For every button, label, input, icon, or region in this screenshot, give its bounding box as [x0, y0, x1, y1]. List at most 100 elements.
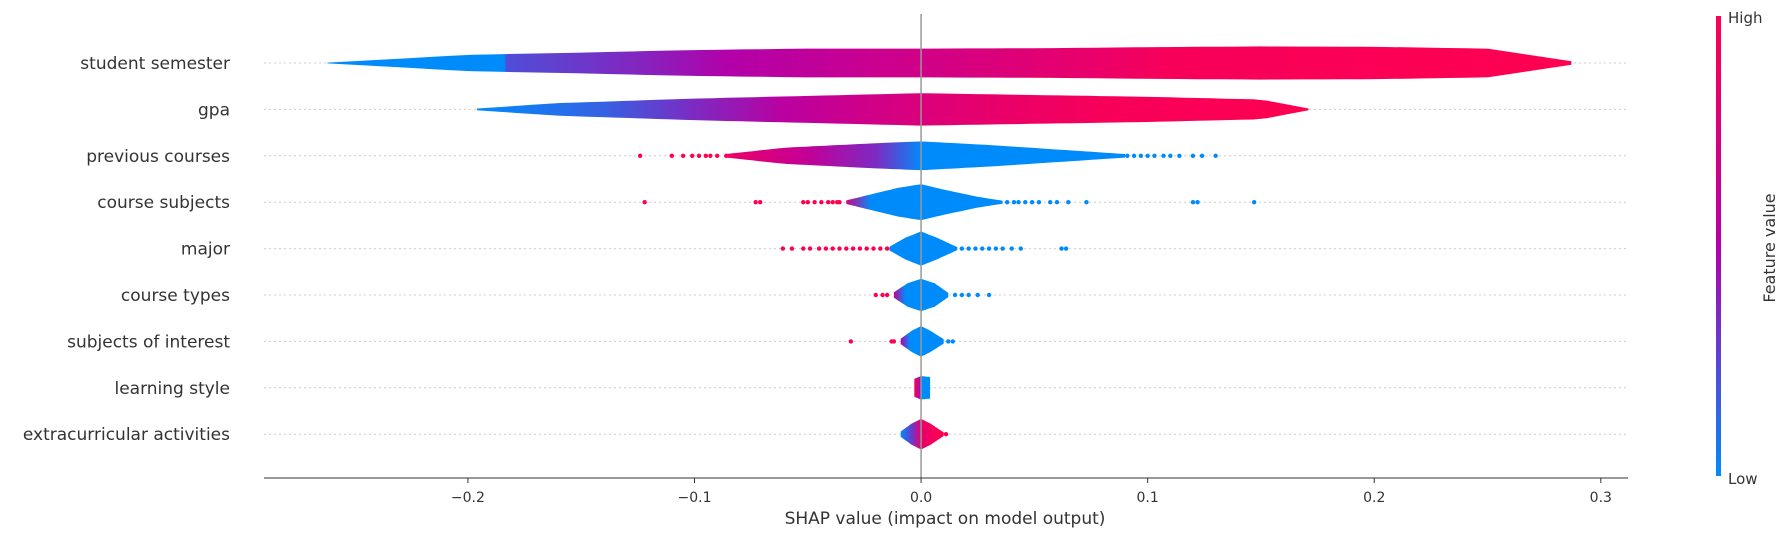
outlier-dot	[966, 292, 971, 298]
outlier-dot	[1054, 200, 1060, 205]
outlier-dot	[986, 246, 992, 251]
colorbar-low-label: Low	[1728, 470, 1758, 488]
outlier-dot	[993, 246, 999, 251]
outlier-dot	[680, 153, 686, 158]
violin-series	[327, 46, 1572, 450]
outlier-dot	[714, 153, 720, 158]
outlier-dot	[801, 246, 806, 251]
outlier-dot	[973, 246, 978, 251]
outlier-dot	[690, 153, 695, 158]
outlier-dot	[819, 200, 824, 205]
x-tick-label: 0.1	[1137, 490, 1159, 506]
outlier-dot	[884, 292, 890, 298]
x-tick-label: −0.1	[677, 490, 711, 506]
outlier-dot	[850, 246, 856, 251]
x-tick-label: 0.3	[1590, 490, 1612, 506]
outlier-dot	[891, 339, 897, 344]
feature-labels: student semester gpa previous courses cours…	[23, 54, 230, 445]
colorbar-title: Feature value	[1760, 193, 1779, 302]
outlier-dot	[823, 246, 829, 251]
x-ticks: −0.2 −0.1 0.0 0.1 0.2 0.3	[451, 478, 1612, 506]
outlier-dot	[986, 292, 992, 298]
outlier-dot	[816, 246, 822, 251]
outlier-dot	[830, 200, 835, 205]
colorbar: High Low Feature value	[1716, 9, 1779, 488]
outlier-dot	[703, 153, 709, 158]
outlier-dot	[669, 153, 675, 158]
outlier-dot	[878, 246, 883, 251]
outlier-dot	[1145, 153, 1150, 158]
outlier-dot	[959, 292, 965, 298]
feature-label: gpa	[198, 100, 230, 120]
outlier-dot	[1199, 153, 1205, 158]
outlier-dot	[959, 246, 965, 251]
outlier-dot	[1004, 200, 1010, 205]
outlier-dot	[1195, 200, 1200, 205]
feature-label: subjects of interest	[67, 332, 230, 352]
violin-previous-courses	[726, 141, 1125, 171]
outlier-dot	[873, 292, 878, 298]
outlier-dot	[848, 339, 854, 344]
outlier-dot	[837, 246, 842, 251]
outlier-dot	[1048, 200, 1053, 205]
violin-course-subjects	[846, 184, 1003, 220]
outlier-dot	[966, 246, 971, 251]
outlier-dot	[637, 153, 643, 158]
outlier-dot	[825, 200, 831, 205]
outlier-dot	[1251, 200, 1257, 205]
outlier-dot	[1177, 153, 1182, 158]
outlier-dot	[724, 153, 729, 158]
outlier-dot	[1161, 153, 1166, 158]
violin-gpa	[477, 93, 1309, 126]
outlier-dot	[1023, 200, 1028, 205]
violin-learning-style	[914, 376, 931, 400]
x-axis-label: SHAP value (impact on model output)	[785, 509, 1106, 529]
outlier-dot	[642, 200, 647, 205]
feature-label: student semester	[80, 54, 230, 74]
outlier-dot	[864, 246, 869, 251]
outlier-dot	[1059, 246, 1064, 251]
outlier-dot	[884, 246, 890, 251]
outlier-dot	[837, 200, 842, 205]
outlier-dot	[950, 339, 955, 344]
outlier-dot	[801, 200, 806, 205]
outlier-dot	[758, 200, 763, 205]
feature-label: major	[181, 240, 230, 260]
outlier-dot	[1125, 153, 1130, 158]
outlier-dot	[1000, 246, 1005, 251]
outlier-dot	[1084, 200, 1089, 205]
outlier-dot	[805, 200, 810, 205]
outlier-dot	[1131, 153, 1137, 158]
outlier-dot	[871, 246, 876, 251]
feature-label: course subjects	[97, 193, 230, 213]
outlier-dot	[952, 292, 958, 298]
outlier-dot	[812, 200, 817, 205]
outlier-dot	[1213, 153, 1218, 158]
feature-label: previous courses	[86, 147, 230, 167]
outlier-dot	[943, 432, 949, 437]
outlier-dot	[1063, 246, 1069, 251]
outlier-dot	[753, 200, 758, 205]
outlier-dot	[807, 246, 813, 251]
feature-label: learning style	[114, 379, 230, 399]
outlier-dot	[975, 292, 980, 298]
violin-student-semester	[327, 46, 1572, 80]
outlier-dot	[880, 292, 885, 298]
outlier-dot	[708, 153, 713, 158]
outlier-dot	[857, 246, 863, 251]
outlier-dot	[780, 246, 786, 251]
outlier-dot	[696, 153, 702, 158]
outlier-dot	[1036, 200, 1042, 205]
outlier-dot	[946, 339, 951, 344]
outlier-dot	[844, 246, 849, 251]
outlier-dots	[637, 153, 1257, 437]
x-tick-label: −0.2	[451, 490, 485, 506]
outlier-dot	[1018, 246, 1023, 251]
outlier-dot	[1016, 200, 1021, 205]
outlier-dot	[1009, 246, 1014, 251]
outlier-dot	[1029, 200, 1035, 205]
feature-label: course types	[121, 286, 230, 306]
outlier-dot	[980, 246, 985, 251]
